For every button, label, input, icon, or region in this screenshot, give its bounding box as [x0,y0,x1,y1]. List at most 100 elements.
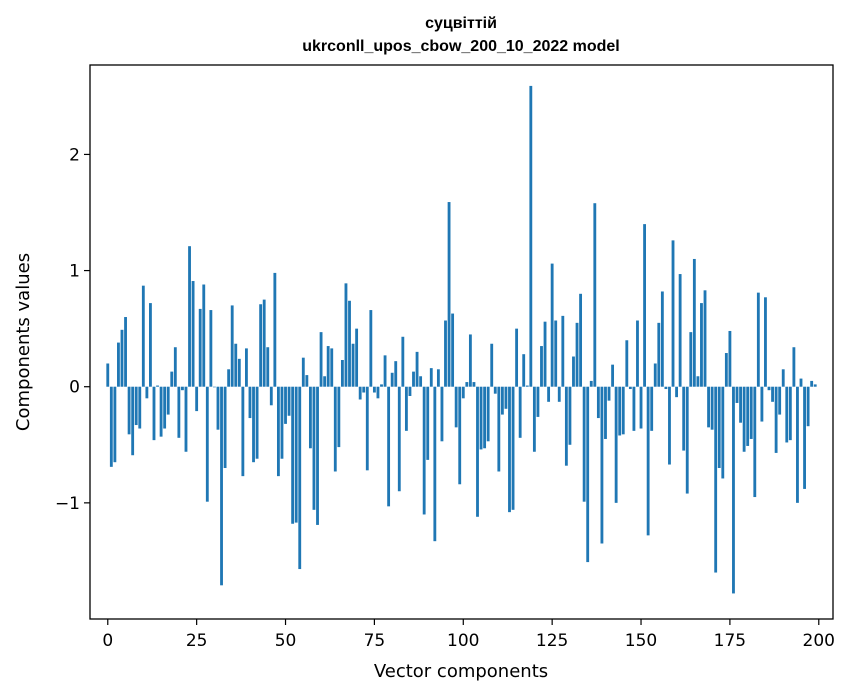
bar-93 [436,369,440,387]
bar-145 [621,386,625,435]
bar-60 [319,332,323,387]
bar-94 [440,386,444,442]
bar-165 [692,258,696,387]
bar-45 [266,347,270,387]
bar-185 [764,297,767,387]
bar-35 [230,305,234,387]
bar-188 [774,386,778,453]
bar-131 [572,356,575,387]
bar-127 [557,386,561,402]
bar-163 [685,386,689,494]
bar-69 [351,343,355,387]
bar-175 [728,330,732,387]
bar-134 [582,386,586,502]
bar-72 [362,386,366,393]
bar-83 [401,336,405,387]
bar-18 [170,371,174,387]
bar-135 [586,386,590,563]
bar-99 [458,386,462,485]
bar-62 [326,346,330,387]
bar-68 [348,300,351,387]
bar-53 [294,386,298,523]
bar-173 [721,386,725,479]
x-tick-label: 150 [625,631,657,651]
bar-64 [333,386,337,472]
bar-81 [394,361,398,387]
bar-156 [660,291,664,387]
bar-122 [540,346,543,387]
bar-97 [451,313,455,387]
y-tick-label: 2 [69,145,80,165]
bar-119 [529,85,533,387]
y-tick-label: 1 [69,262,80,282]
bar-6 [127,386,131,435]
bar-19 [173,347,177,387]
bar-89 [422,386,426,515]
bar-143 [614,386,618,503]
x-tick-label: 175 [714,631,746,651]
bar-33 [223,386,227,469]
bar-79 [387,386,391,507]
bar-50 [284,386,287,424]
bar-120 [532,386,536,452]
bar-186 [767,386,771,391]
bar-101 [465,382,469,387]
bar-65 [337,386,341,448]
bar-114 [511,386,515,510]
bar-174 [724,353,728,387]
bar-176 [732,386,735,594]
bar-7 [131,386,135,456]
bar-78 [383,355,387,387]
bar-177 [735,386,739,403]
bar-141 [607,386,611,401]
bar-21 [181,386,184,391]
bar-22 [184,386,188,452]
bar-183 [756,292,760,387]
bar-196 [803,386,806,489]
bar-66 [340,360,344,387]
bar-49 [280,386,284,459]
bar-182 [753,386,757,498]
bar-132 [575,322,579,387]
bar-26 [198,308,202,387]
bar-23 [188,246,191,387]
bar-59 [316,386,319,525]
bar-172 [717,386,721,469]
y-tick-label: 0 [69,378,80,398]
bar-25 [195,386,199,412]
bar-31 [216,386,220,430]
bar-151 [643,224,646,387]
bar-16 [163,386,167,429]
bar-2 [113,386,117,463]
bar-137 [593,203,597,387]
bar-189 [778,386,782,415]
bar-105 [479,386,483,450]
bar-30 [213,386,216,388]
bar-197 [806,386,810,427]
bar-76 [376,386,380,399]
bar-109 [493,386,497,394]
x-tick-label: 25 [186,631,208,651]
bar-1 [109,386,113,467]
bar-57 [308,386,312,449]
x-tick-label: 100 [447,631,479,651]
bar-144 [618,386,622,436]
bar-14 [156,385,159,387]
axis-ticks: 0 25 50 75 100 125 150 175 200 −1 0 1 2 [55,145,835,651]
bar-8 [134,386,138,426]
bar-106 [483,386,487,449]
bar-126 [554,320,558,387]
bar-3 [117,342,120,387]
bar-184 [760,386,764,422]
bar-95 [444,320,447,387]
x-tick-label: 50 [275,631,297,651]
bar-48 [276,386,280,477]
bar-167 [700,303,703,387]
bar-29 [209,310,213,387]
bar-153 [650,386,654,431]
bar-10 [141,285,145,387]
bar-67 [344,283,348,387]
bar-71 [358,386,362,400]
bar-0 [106,363,110,387]
bar-110 [497,386,501,472]
